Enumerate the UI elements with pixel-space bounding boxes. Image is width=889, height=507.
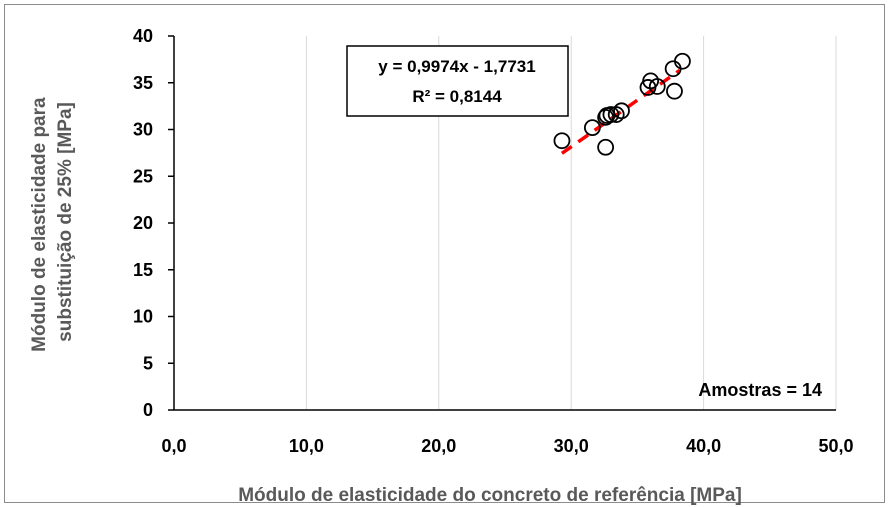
- y-axis-title: Módulo de elasticidade para substituição…: [29, 92, 76, 352]
- equation-box: [346, 45, 569, 117]
- y-tick-label-1: 5: [143, 353, 153, 373]
- y-tick-label-0: 0: [143, 400, 153, 420]
- x-tick-label-0: 0,0: [161, 436, 186, 456]
- y-tick-label-8: 40: [133, 26, 153, 46]
- chart-frame: [4, 4, 885, 503]
- sample-count-label: Amostras = 14: [698, 380, 822, 400]
- data-point-6: [613, 102, 630, 120]
- data-point-11: [666, 82, 683, 100]
- x-tick-label-5: 50,0: [818, 436, 853, 456]
- tick-labels: 0 5 10 15 20 25 30 35 40 0,0 10,0 20,0 30,0 40,0 50,0: [133, 26, 854, 456]
- data-point-4: [602, 106, 620, 123]
- y-tick-label-5: 25: [133, 166, 153, 186]
- x-tick-label-2: 20,0: [421, 436, 456, 456]
- trendline: [560, 68, 681, 155]
- data-point-10: [664, 60, 682, 78]
- y-tick-label-7: 35: [133, 73, 153, 93]
- x-tick-label-3: 30,0: [554, 436, 589, 456]
- data-point-0: [553, 132, 571, 150]
- y-axis-title-line-1: Módulo de elasticidade para: [29, 97, 50, 352]
- data-point-12: [674, 52, 691, 70]
- axes: [168, 35, 836, 411]
- data-point-1: [583, 119, 601, 137]
- y-tick-label-6: 30: [133, 120, 153, 140]
- y-axis-title-line-2: substituição de 25% [MPa]: [55, 102, 76, 342]
- data-point-13: [597, 138, 615, 156]
- equation-label: y = 0,9974x - 1,7731: [378, 57, 535, 76]
- y-tick-label-4: 20: [133, 213, 153, 233]
- data-points: [553, 52, 691, 156]
- x-tick-label-4: 40,0: [686, 436, 721, 456]
- x-axis-title: Módulo de elasticidade do concreto de re…: [238, 485, 742, 506]
- y-tick-label-2: 10: [133, 307, 153, 327]
- data-point-9: [648, 78, 666, 95]
- r-squared-label: R² = 0,8144: [412, 87, 502, 106]
- x-tick-label-1: 10,0: [289, 436, 324, 456]
- data-point-5: [607, 106, 625, 123]
- y-tick-label-3: 15: [133, 260, 153, 280]
- trendline-layer: [560, 68, 681, 155]
